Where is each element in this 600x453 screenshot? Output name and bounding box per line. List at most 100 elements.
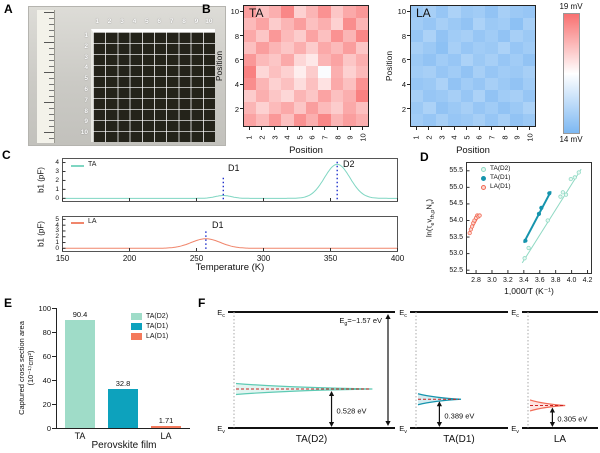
grid-col-number: 5 [145, 18, 149, 25]
grid-col-number: 4 [132, 18, 137, 25]
heatmap-cell [305, 18, 319, 30]
dlts-xtick-label: 350 [323, 254, 338, 263]
panel-f-label: F [198, 296, 206, 310]
heatmap-xtick-mark [529, 127, 531, 130]
grid-col-number: 8 [182, 18, 186, 25]
heatmap-cell [355, 66, 368, 78]
arrhenius-xlabel: 1,000/T (K⁻¹) [504, 286, 554, 296]
heatmap-cell [318, 30, 331, 42]
diagram-caption: TA(D1) [443, 434, 474, 445]
colorbar [563, 13, 580, 134]
ruler-major-ticks [44, 12, 54, 140]
heatmap-cell [522, 30, 535, 42]
bar-ytick-label: 80 [42, 328, 51, 337]
grid-row-number: 4 [84, 64, 88, 72]
heatmap-cell [435, 90, 449, 102]
heatmap-cell [355, 102, 368, 114]
heatmap-cell [522, 54, 535, 66]
heatmap-cell [318, 66, 331, 78]
heatmap-ta-ylabel: Position [214, 50, 224, 82]
bar-TA(D2) [65, 319, 95, 428]
heatmap-ytick-label: 2 [234, 104, 239, 114]
heatmap-cell [293, 54, 306, 66]
heatmap-cell [497, 42, 511, 54]
grid-col-number: 6 [157, 18, 162, 25]
heatmap-cell [330, 66, 344, 78]
heatmap-ytick-label: 6 [234, 55, 239, 65]
data-point-TA(D1) [523, 238, 528, 243]
bar-ytick-mark [52, 307, 56, 309]
heatmap-cell [460, 78, 473, 90]
dlts-ytick-label: 4 [55, 159, 59, 167]
heatmap-cell [318, 90, 331, 102]
sample-photo: 1 2 3 4 5 6 7 8 9 10 1 2 3 4 5 6 7 8 9 10 [28, 6, 226, 146]
heatmap-cell [293, 66, 306, 78]
bar-ylabel: Captured cross section area (10⁻¹⁷cm²) [17, 321, 35, 415]
heatmap-ytick-mark [407, 10, 410, 12]
heatmap-cell [318, 102, 331, 114]
dlts-ta-legend-label: TA [88, 161, 97, 168]
heatmap-cell [485, 102, 498, 114]
bar-legend-swatch [131, 323, 142, 330]
heatmap-ytick-mark [407, 83, 410, 85]
bar-value-label: 90.4 [72, 309, 88, 319]
heatmap-title: LA [416, 6, 431, 20]
trap-depth-label: 0.528 eV [337, 406, 367, 415]
arrhenius-xtick-label: 2.8 [471, 277, 481, 284]
heatmap-cell [268, 30, 282, 42]
heatmap-cell [522, 66, 535, 78]
heatmap-cell [423, 54, 436, 66]
heatmap-cell [355, 30, 368, 42]
heatmap-cell [485, 78, 498, 90]
heatmap-cell [268, 42, 282, 54]
arrhenius-legend-dot [481, 175, 486, 181]
heatmap-xtick-label: 10 [358, 133, 368, 142]
heatmap-cell [256, 54, 269, 66]
heatmap-cell [460, 66, 473, 78]
heatmap-cell [343, 90, 356, 102]
heatmap-cell [411, 114, 424, 126]
heatmap-cell [448, 42, 461, 54]
film-grid [91, 29, 215, 142]
plot-frame [62, 216, 398, 252]
heatmap-xtick-label: 5 [295, 135, 305, 140]
dlts-la-legend-line [71, 222, 84, 224]
grid-row-number: 9 [84, 118, 88, 126]
heatmap-cell [244, 90, 257, 102]
heatmap-xtick-label: 3 [270, 135, 279, 140]
heatmap-cell [423, 102, 436, 114]
dlts-xtick-label: 150 [55, 254, 70, 263]
band-gap-arrow-head-bottom [385, 421, 391, 426]
heatmap-xtick-label: 9 [512, 135, 522, 140]
heatmap-cell [330, 6, 344, 18]
dlts-la-legend-label: LA [88, 218, 97, 225]
bar-ytick-label: 60 [42, 352, 51, 361]
heatmap-la: LA [410, 5, 536, 127]
heatmap-ytick-mark [240, 83, 243, 85]
heatmap-ta-xlabel: Position [289, 145, 323, 156]
heatmap-cell [485, 90, 498, 102]
heatmap-cell [522, 90, 535, 102]
heatmap-cell [510, 78, 523, 90]
bar-TA(D1) [108, 388, 138, 428]
arrhenius-ytick-label: 53.5 [449, 233, 463, 241]
heatmap-cell [510, 114, 523, 126]
bar-ytick-mark [52, 427, 56, 429]
bar-legend-label: LA(D1) [146, 332, 169, 340]
trap-depth-arrow-head-top [549, 407, 555, 413]
arrhenius-legend-dot [481, 166, 486, 172]
grid-row-number: 10 [80, 129, 88, 137]
heatmap-cell [522, 6, 535, 18]
heatmap-cell [472, 90, 486, 102]
heatmap-cell [281, 90, 294, 102]
heatmap-cell [510, 30, 523, 42]
heatmap-cell [256, 66, 269, 78]
heatmap-cell [423, 42, 436, 54]
heatmap-xtick-label: 3 [437, 135, 446, 140]
heatmap-cell [448, 18, 461, 30]
peak-label-d1-ta: D1 [228, 163, 240, 173]
heatmap-cell [305, 42, 319, 54]
bar-legend-swatch [131, 333, 142, 340]
data-point-TA(D2) [576, 170, 581, 175]
heatmap-cell [497, 114, 511, 126]
